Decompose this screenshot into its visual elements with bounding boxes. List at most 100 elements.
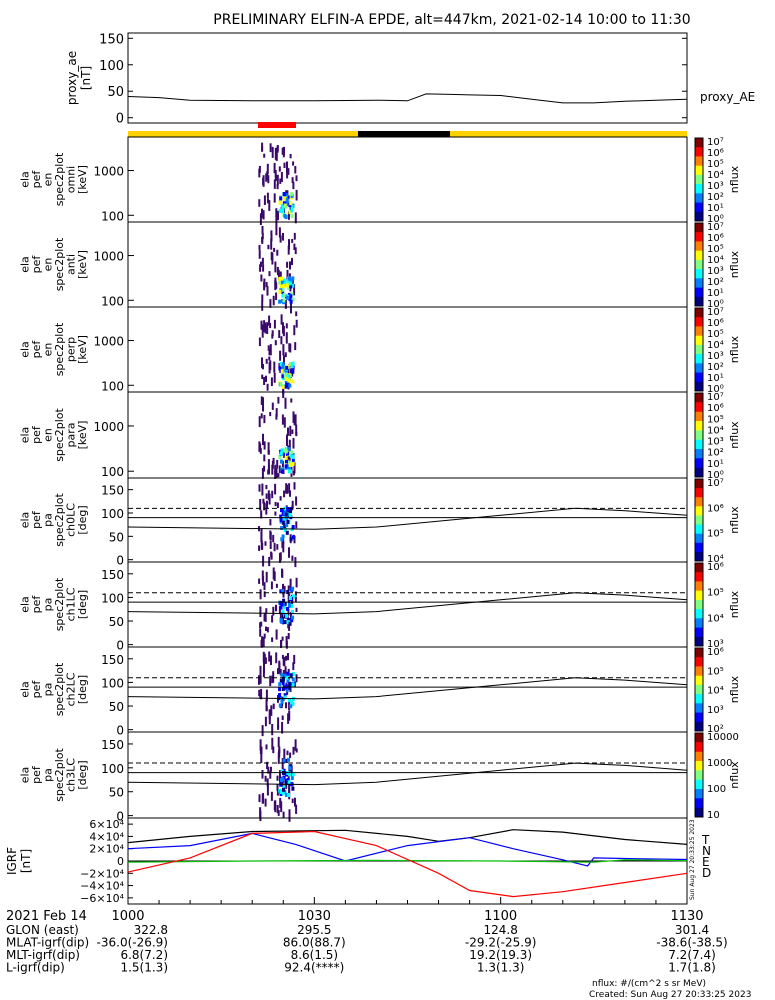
heatmap-cell bbox=[261, 146, 264, 152]
heatmap-cell bbox=[292, 437, 295, 449]
heatmap-cell bbox=[281, 681, 285, 686]
heatmap-cell bbox=[263, 454, 266, 462]
colorbar-tick-label: 10⁵ bbox=[707, 329, 724, 340]
ephem-value: 7.2(7.4) bbox=[668, 948, 716, 962]
heatmap-cell bbox=[286, 590, 290, 594]
heatmap-cell bbox=[285, 459, 288, 464]
legend-entry-T: T bbox=[701, 833, 710, 847]
heatmap-cell bbox=[278, 605, 281, 615]
colorbar-segment bbox=[695, 317, 703, 327]
ytick-label: 6×10⁴ bbox=[89, 818, 124, 831]
colorbar-segment bbox=[695, 269, 703, 279]
heatmap-cell bbox=[282, 516, 286, 521]
colorbar-segment bbox=[695, 259, 703, 270]
heatmap-cell bbox=[264, 541, 267, 546]
colorbar: 10² 10³ 10⁴ 10⁵ 10⁶ nflux bbox=[694, 647, 741, 735]
heatmap-cell bbox=[283, 374, 287, 379]
colorbar-segment bbox=[695, 372, 703, 383]
ephem-value: 6.8(7.2) bbox=[120, 948, 168, 962]
colorbar-tick-label: 10⁶ bbox=[707, 562, 724, 573]
legend-entry-D: D bbox=[702, 866, 711, 880]
heatmap-cell bbox=[269, 323, 272, 329]
heatmap-cell bbox=[258, 168, 261, 178]
ylabel-line: [keV] bbox=[76, 335, 89, 364]
heatmap-cells bbox=[258, 736, 298, 822]
heatmap-cell bbox=[278, 299, 282, 304]
ylabel-line: spec2plot bbox=[53, 748, 66, 802]
heatmap-cell bbox=[261, 374, 264, 380]
heatmap-cell bbox=[265, 689, 268, 702]
heatmap-cell bbox=[285, 373, 289, 377]
heatmap-cell bbox=[280, 369, 284, 374]
legend-entry-N: N bbox=[702, 844, 711, 858]
heatmap-cell bbox=[293, 243, 296, 250]
heatmap-cell bbox=[285, 523, 289, 528]
heatmap-cell bbox=[261, 467, 264, 479]
colorbar-tick-label: 10⁰ bbox=[707, 214, 724, 225]
proxy-ae-series-line bbox=[127, 93, 688, 104]
heatmap-cell bbox=[281, 289, 285, 294]
heatmap-cell bbox=[289, 284, 293, 289]
heatmap-cell bbox=[277, 736, 280, 748]
heatmap-cell bbox=[285, 488, 288, 493]
heatmap-cell bbox=[266, 286, 269, 296]
heatmap-cell bbox=[269, 360, 272, 371]
heatmap-cell bbox=[288, 699, 291, 711]
heatmap-cell bbox=[285, 323, 288, 329]
heatmap-cell bbox=[281, 451, 285, 456]
heatmap-cell bbox=[268, 200, 271, 211]
heatmap-cell bbox=[266, 163, 269, 175]
colorbar-segment bbox=[695, 335, 703, 346]
ephem-value: 301.4 bbox=[675, 923, 709, 937]
colorbar-segment bbox=[695, 770, 703, 781]
ylabel-line: spec2plot bbox=[53, 152, 66, 206]
heatmap-cell bbox=[282, 785, 286, 790]
colorbar-segment bbox=[695, 326, 703, 337]
heatmap-cell bbox=[267, 442, 270, 455]
heatmap-cell bbox=[288, 772, 292, 777]
heatmap-cell bbox=[279, 678, 283, 683]
heatmap-cell bbox=[282, 669, 285, 678]
heatmap-cell bbox=[276, 805, 279, 814]
heatmap-cell bbox=[291, 297, 295, 302]
heatmap-cell bbox=[258, 199, 261, 207]
heatmap-cell bbox=[291, 361, 295, 366]
colorbar-tick-label: 10⁴ bbox=[707, 686, 724, 697]
igrf-series-T bbox=[127, 829, 688, 845]
heatmap-cell bbox=[287, 469, 291, 474]
heatmap-cell bbox=[279, 178, 282, 184]
heatmap-cell bbox=[283, 605, 287, 610]
heatmap-cell bbox=[287, 585, 290, 591]
heatmap-cell bbox=[259, 589, 262, 600]
colorbar-segment bbox=[695, 721, 703, 732]
colorbar-segment bbox=[695, 751, 703, 762]
heatmap-cell bbox=[276, 544, 279, 550]
heatmap-cell bbox=[278, 200, 282, 205]
heatmap-cell bbox=[280, 469, 284, 474]
heatmap-cell bbox=[269, 531, 272, 540]
heatmap-cell bbox=[262, 498, 265, 504]
heatmap-cell bbox=[276, 145, 279, 153]
ephem-value: 86.0(88.7) bbox=[283, 936, 346, 950]
heatmap-cell bbox=[267, 766, 270, 774]
heatmap-cell bbox=[258, 484, 261, 492]
heatmap-cell bbox=[283, 674, 287, 678]
heatmap-cell bbox=[281, 791, 285, 796]
heatmap-cell bbox=[258, 441, 261, 452]
heatmap-cell bbox=[260, 746, 263, 755]
heatmap-cell bbox=[284, 377, 288, 381]
ephem-value: -36.0(-26.9) bbox=[97, 936, 168, 950]
heatmap-cell bbox=[283, 693, 287, 698]
heatmap-cell bbox=[275, 292, 278, 300]
colorbar-segment bbox=[695, 138, 703, 148]
heatmap-cell bbox=[261, 232, 264, 240]
ytick-label: −4×10⁴ bbox=[80, 880, 124, 893]
colorbar-segment bbox=[695, 733, 703, 743]
heatmap-cell bbox=[288, 682, 292, 687]
ylabel-line: en bbox=[42, 173, 55, 187]
colorbar-tick-label: 10⁴ bbox=[707, 340, 724, 351]
panel-frame bbox=[127, 306, 688, 393]
